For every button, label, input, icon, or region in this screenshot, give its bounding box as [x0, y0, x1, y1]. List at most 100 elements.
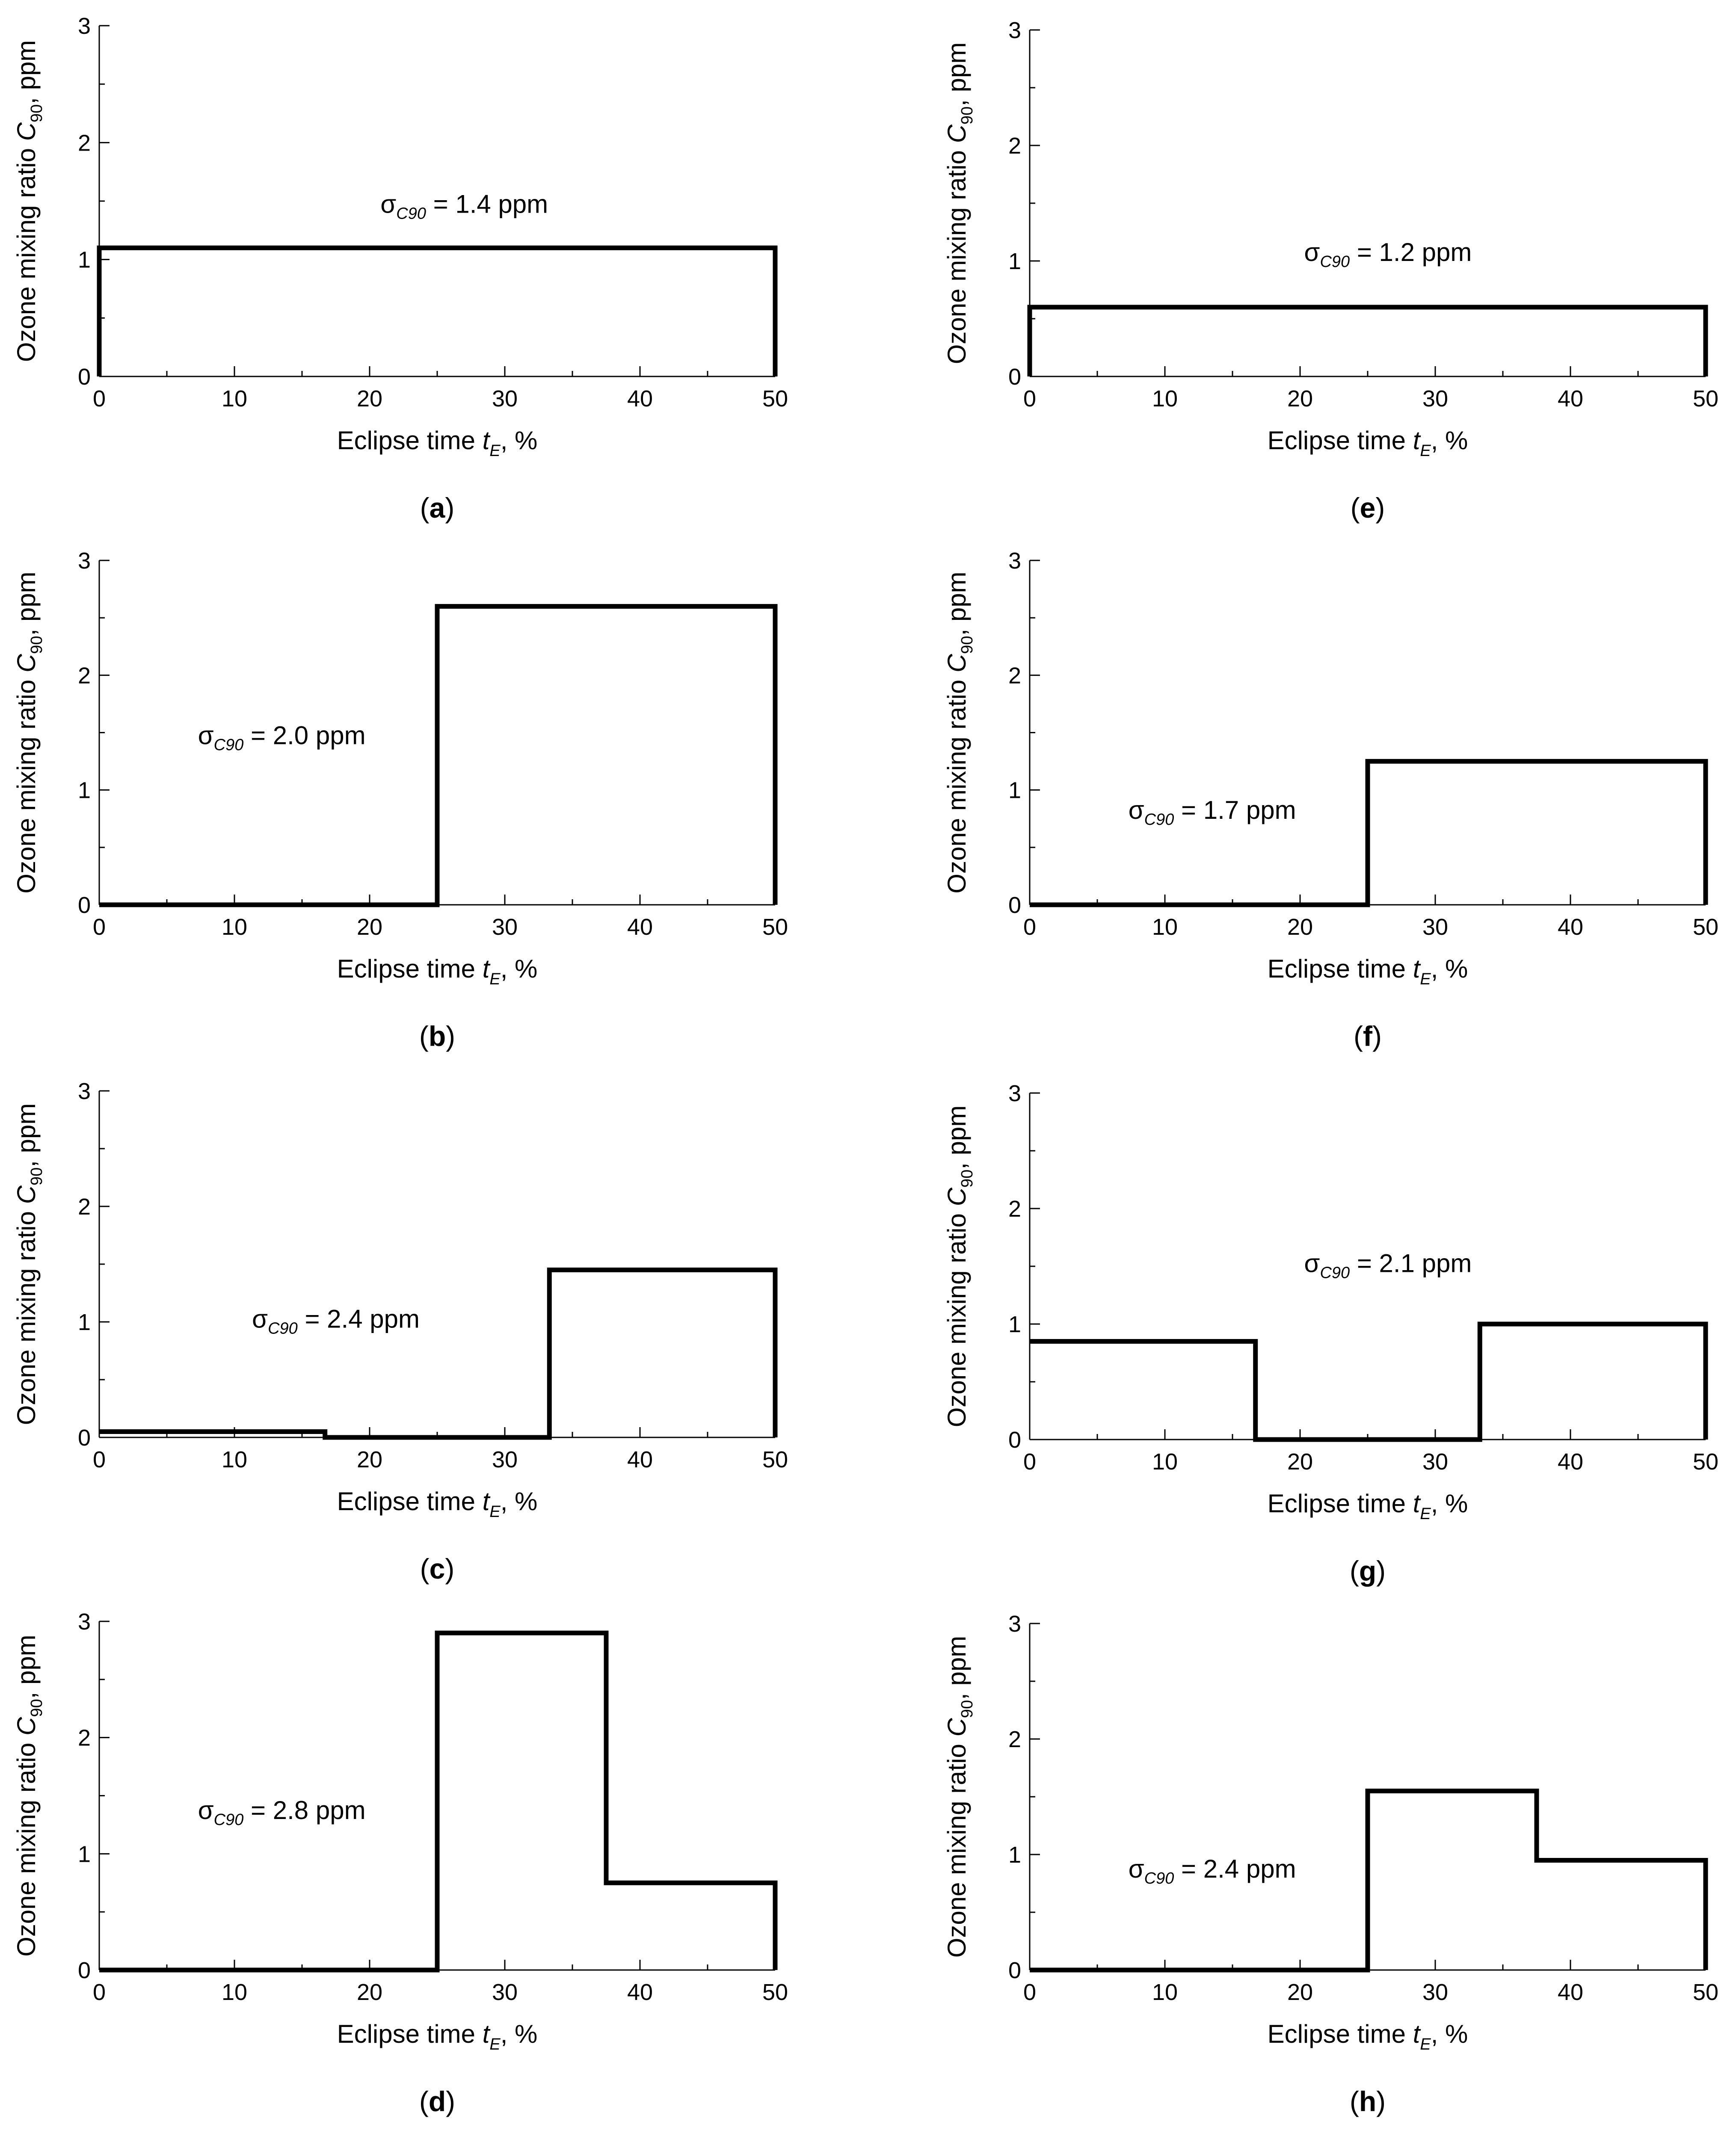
x-tick-label: 40 — [1558, 1979, 1583, 2005]
y-tick-label: 1 — [78, 778, 91, 803]
x-axis-label: Eclipse time tE, % — [1268, 1489, 1468, 1523]
y-tick-label: 2 — [78, 130, 91, 156]
y-tick-label: 3 — [1008, 1611, 1021, 1637]
y-tick-label: 0 — [1008, 892, 1021, 918]
series-line-c90 — [99, 1630, 778, 1973]
x-tick-label: 30 — [492, 1447, 518, 1472]
y-tick-label: 1 — [1008, 778, 1021, 803]
series-line-c90 — [1027, 305, 1708, 376]
y-tick-label: 3 — [78, 548, 91, 574]
y-tick-label: 0 — [78, 1425, 91, 1451]
y-tick-label: 2 — [1008, 133, 1021, 159]
x-tick-label: 40 — [1558, 1449, 1583, 1475]
x-tick-label: 0 — [1023, 1979, 1036, 2005]
sigma-annotation: σC90 = 2.4 ppm — [1129, 1855, 1296, 1887]
y-tick-label: 1 — [1008, 1312, 1021, 1337]
y-tick-label: 3 — [78, 1609, 91, 1635]
x-tick-label: 30 — [492, 1979, 518, 2005]
sigma-annotation: σC90 = 1.4 ppm — [380, 190, 548, 222]
y-tick-label: 1 — [78, 1309, 91, 1335]
x-tick-label: 10 — [222, 914, 247, 940]
x-axis-label: Eclipse time tE, % — [337, 1487, 538, 1521]
panel-caption: (h) — [1350, 2086, 1386, 2117]
y-tick-label: 0 — [1008, 364, 1021, 390]
x-tick-label: 0 — [1023, 914, 1036, 940]
x-tick-label: 50 — [762, 1447, 788, 1472]
panel-b: 0 10 20 30 40 50 0 1 2 3 σC90 = 2.0 ppm Eclipse tim… — [12, 548, 788, 1052]
x-tick-label: 20 — [1287, 1979, 1313, 2005]
x-tick-label: 40 — [1558, 914, 1583, 940]
panel-g: 0 10 20 30 40 50 0 1 2 3 σC90 = 2.1 ppm Eclipse tim… — [942, 1081, 1718, 1587]
series-line-c90 — [99, 604, 778, 907]
x-tick-label: 30 — [1422, 1979, 1448, 2005]
y-tick-label: 0 — [78, 892, 91, 918]
x-tick-label: 0 — [1023, 386, 1036, 412]
x-tick-label: 50 — [1693, 386, 1718, 412]
x-tick-label: 10 — [1152, 1449, 1178, 1475]
series-line-c90 — [99, 1268, 778, 1440]
x-tick-label: 0 — [93, 1447, 106, 1472]
x-tick-label: 50 — [1693, 1979, 1718, 2005]
x-tick-label: 40 — [627, 1979, 653, 2005]
panel-caption: (a) — [420, 492, 455, 524]
x-tick-label: 0 — [1023, 1449, 1036, 1475]
y-axis-label: Ozone mixing ratio C90, ppm — [12, 1103, 46, 1425]
y-tick-label: 2 — [1008, 663, 1021, 688]
y-tick-label: 2 — [78, 1725, 91, 1751]
y-tick-label: 3 — [78, 13, 91, 39]
sigma-annotation: σC90 = 2.1 ppm — [1304, 1249, 1472, 1282]
x-tick-label: 0 — [93, 386, 106, 412]
y-tick-label: 1 — [1008, 249, 1021, 274]
panel-caption: (g) — [1350, 1555, 1386, 1587]
x-axis-label: Eclipse time tE, % — [337, 426, 538, 460]
y-axis-label: Ozone mixing ratio C90, ppm — [12, 1635, 46, 1957]
sigma-annotation: σC90 = 2.0 ppm — [198, 721, 366, 754]
y-tick-label: 1 — [78, 247, 91, 273]
sigma-annotation: σC90 = 2.4 ppm — [252, 1305, 420, 1338]
panel-c: 0 10 20 30 40 50 0 1 2 3 σC90 = 2.4 ppm Eclipse tim… — [12, 1078, 788, 1585]
series-line-c90 — [97, 245, 778, 376]
x-axis-label: Eclipse time tE, % — [337, 2020, 538, 2053]
x-tick-label: 20 — [1287, 386, 1313, 412]
panel-caption: (b) — [419, 1020, 455, 1052]
x-axis-label: Eclipse time tE, % — [337, 954, 538, 988]
x-tick-label: 30 — [492, 914, 518, 940]
panel-caption: (f) — [1354, 1020, 1382, 1052]
y-tick-label: 3 — [78, 1078, 91, 1104]
y-tick-label: 2 — [78, 1194, 91, 1220]
x-tick-label: 50 — [1693, 1449, 1718, 1475]
x-tick-label: 50 — [762, 386, 788, 412]
y-tick-label: 0 — [1008, 1958, 1021, 1983]
x-tick-label: 20 — [1287, 914, 1313, 940]
x-tick-label: 20 — [1287, 1449, 1313, 1475]
series-line-c90 — [1030, 759, 1708, 907]
x-tick-label: 40 — [627, 914, 653, 940]
y-tick-label: 1 — [78, 1841, 91, 1867]
x-tick-label: 10 — [1152, 914, 1178, 940]
y-tick-label: 1 — [1008, 1842, 1021, 1868]
x-tick-label: 10 — [1152, 1979, 1178, 2005]
x-tick-label: 30 — [1422, 914, 1448, 940]
x-tick-label: 40 — [627, 386, 653, 412]
y-tick-label: 2 — [1008, 1196, 1021, 1222]
y-axis-label: Ozone mixing ratio C90, ppm — [942, 572, 976, 894]
panel-f: 0 10 20 30 40 50 0 1 2 3 σC90 = 1.7 ppm Eclipse tim… — [942, 548, 1718, 1052]
panel-d: 0 10 20 30 40 50 0 1 2 3 σC90 = 2.8 ppm Eclipse tim… — [12, 1609, 788, 2117]
panel-h: 0 10 20 30 40 50 0 1 2 3 σC90 = 2.4 ppm Eclipse tim… — [942, 1611, 1718, 2117]
sigma-annotation: σC90 = 1.2 ppm — [1304, 238, 1472, 271]
sigma-annotation: σC90 = 2.8 ppm — [198, 1796, 366, 1829]
x-axis-label: Eclipse time tE, % — [1268, 2020, 1468, 2053]
x-tick-label: 40 — [627, 1447, 653, 1472]
x-tick-label: 50 — [1693, 914, 1718, 940]
y-tick-label: 0 — [78, 1958, 91, 1983]
series-line-c90 — [1030, 1321, 1708, 1442]
x-tick-label: 20 — [357, 386, 382, 412]
y-axis-label: Ozone mixing ratio C90, ppm — [942, 1636, 976, 1958]
panel-e: 0 10 20 30 40 50 0 1 2 3 σC90 = 1.2 ppm Eclipse tim… — [942, 18, 1718, 524]
panel-a: 0 10 20 30 40 50 0 1 2 3 σC90 = 1.4 ppm Eclipse tim… — [12, 13, 788, 524]
y-tick-label: 3 — [1008, 548, 1021, 574]
panel-caption: (d) — [419, 2086, 455, 2117]
y-axis-label: Ozone mixing ratio C90, ppm — [942, 1105, 976, 1428]
x-tick-label: 20 — [357, 914, 382, 940]
